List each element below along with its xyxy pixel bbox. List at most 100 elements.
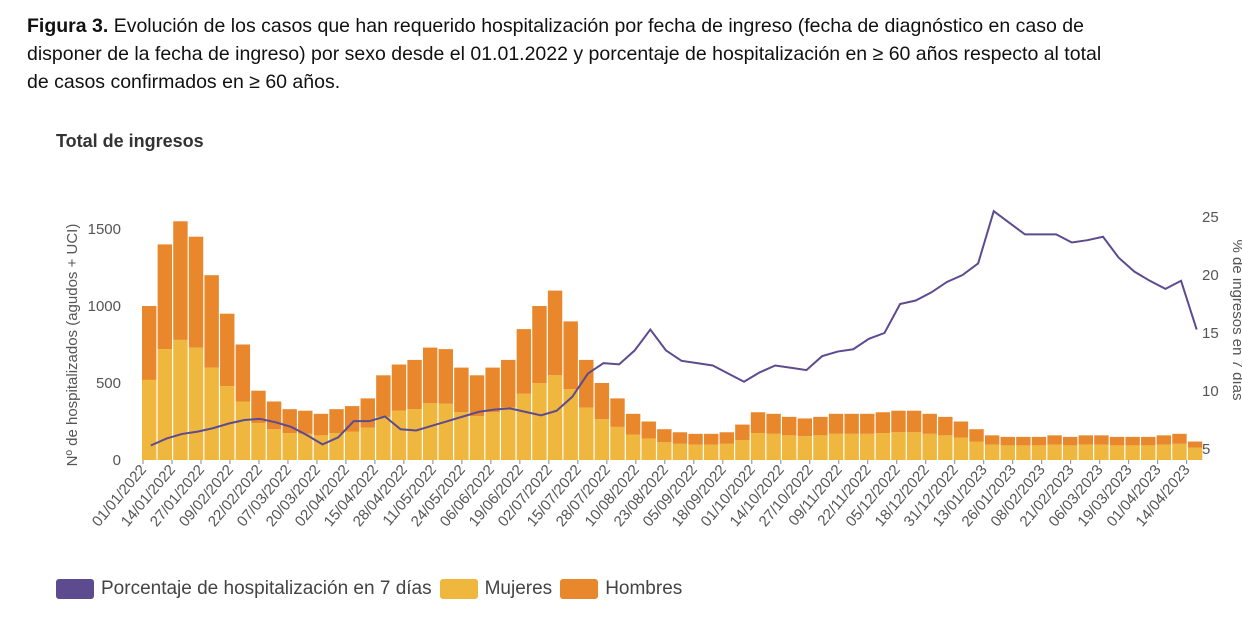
bar-mujeres: [813, 435, 828, 460]
legend-item-mujeres: Mujeres: [439, 578, 553, 600]
left-axis-ticks: 0 500 1000 1500: [88, 221, 121, 469]
bar-hombres: [1000, 436, 1015, 446]
bar-mujeres: [1000, 445, 1015, 460]
bar-hombres: [1062, 436, 1078, 446]
legend-item-percentage: Porcentaje de hospitalización en 7 días: [56, 578, 432, 600]
bar-hombres: [828, 413, 844, 434]
y2-tick-label: 10: [1202, 383, 1219, 400]
bar-hombres: [501, 359, 516, 408]
y-tick-label: 1500: [88, 221, 121, 238]
bar-mujeres: [782, 435, 797, 460]
bar-hombres: [922, 413, 937, 434]
bar-hombres: [142, 306, 157, 380]
chart-title: Total de ingresos: [56, 131, 204, 151]
bar-mujeres: [407, 409, 422, 460]
bar-hombres: [438, 349, 453, 404]
right-axis-ticks: 5 10 15 20 25: [1202, 209, 1219, 458]
bar-mujeres: [188, 347, 204, 460]
bar-mujeres: [891, 432, 906, 460]
bar-mujeres: [703, 444, 719, 460]
bar-hombres: [844, 413, 859, 434]
bar-hombres: [235, 344, 251, 402]
y2-tick-label: 25: [1202, 209, 1219, 226]
bar-hombres: [188, 236, 204, 348]
bar-hombres: [891, 410, 906, 433]
y2-tick-label: 5: [1202, 441, 1210, 458]
bar-hombres: [1187, 441, 1203, 448]
figure-caption: Figura 3. Evolución de los casos que han…: [27, 12, 1242, 96]
bar-mujeres: [391, 410, 407, 460]
bar-hombres: [157, 244, 173, 350]
bar-hombres: [173, 221, 188, 340]
bar-hombres: [407, 359, 422, 410]
bar-mujeres: [1031, 445, 1047, 460]
bar-hombres: [750, 412, 766, 434]
legend-label: Porcentaje de hospitalización en 7 días: [101, 578, 432, 599]
bar-hombres: [766, 413, 781, 434]
bar-mujeres: [157, 349, 173, 460]
legend-swatch: [439, 579, 478, 599]
bar-mujeres: [313, 435, 329, 460]
legend-label: Mujeres: [484, 578, 553, 599]
legend-label: Hombres: [605, 578, 683, 599]
bar-hombres: [984, 435, 1000, 445]
bar-mujeres: [688, 444, 703, 460]
bar-mujeres: [766, 433, 781, 460]
bar-hombres: [797, 418, 813, 437]
bar-mujeres: [735, 439, 750, 460]
bar-mujeres: [672, 443, 688, 460]
bar-mujeres: [1109, 445, 1125, 460]
bars: [142, 221, 1203, 460]
bar-hombres: [1031, 436, 1047, 446]
bar-hombres: [532, 306, 547, 383]
bar-mujeres: [266, 429, 282, 460]
bar-mujeres: [719, 443, 734, 460]
bar-hombres: [641, 421, 656, 439]
bar-mujeres: [204, 367, 219, 460]
bar-hombres: [204, 275, 219, 368]
bar-hombres: [813, 416, 828, 436]
bar-hombres: [969, 429, 984, 442]
bar-mujeres: [844, 433, 859, 460]
y-axis-label: Nº de hospitalizados (agudos + UCI): [64, 224, 81, 467]
bar-mujeres: [1172, 443, 1187, 460]
bar-mujeres: [454, 412, 469, 460]
bar-mujeres: [594, 419, 610, 460]
bar-mujeres: [969, 441, 984, 460]
bar-mujeres: [625, 434, 641, 460]
bar-hombres: [782, 416, 797, 436]
legend: Porcentaje de hospitalización en 7 días …: [56, 578, 690, 600]
line-series: [150, 209, 1198, 447]
caption-line-1: Evolución de los casos que han requerido…: [108, 15, 1084, 37]
bar-mujeres: [1062, 445, 1078, 460]
bar-hombres: [1109, 436, 1125, 446]
bar-mujeres: [235, 401, 251, 460]
bar-hombres: [672, 432, 688, 444]
bar-mujeres: [376, 416, 391, 460]
bar-mujeres: [610, 426, 625, 460]
bar-mujeres: [360, 427, 375, 460]
bar-mujeres: [1156, 444, 1172, 460]
bar-hombres: [703, 433, 719, 445]
y-tick-label: 1000: [88, 298, 121, 315]
bar-hombres: [376, 375, 391, 417]
y-tick-label: 500: [96, 375, 121, 392]
bar-mujeres: [953, 437, 969, 460]
bar-hombres: [688, 433, 703, 445]
bar-hombres: [657, 429, 672, 443]
bar-mujeres: [579, 407, 594, 460]
bar-mujeres: [1047, 444, 1062, 460]
bar-mujeres: [501, 407, 516, 460]
bar-mujeres: [344, 431, 360, 460]
bar-hombres: [266, 401, 282, 430]
bar-hombres: [1047, 435, 1062, 445]
bar-hombres: [391, 364, 407, 411]
bar-mujeres: [1094, 444, 1109, 460]
bar-hombres: [1156, 435, 1172, 445]
bar-hombres: [719, 432, 734, 444]
bar-hombres: [1094, 435, 1109, 445]
bar-hombres: [563, 321, 578, 390]
bar-mujeres: [1078, 444, 1094, 460]
bar-hombres: [938, 416, 953, 436]
bar-mujeres: [422, 403, 438, 460]
